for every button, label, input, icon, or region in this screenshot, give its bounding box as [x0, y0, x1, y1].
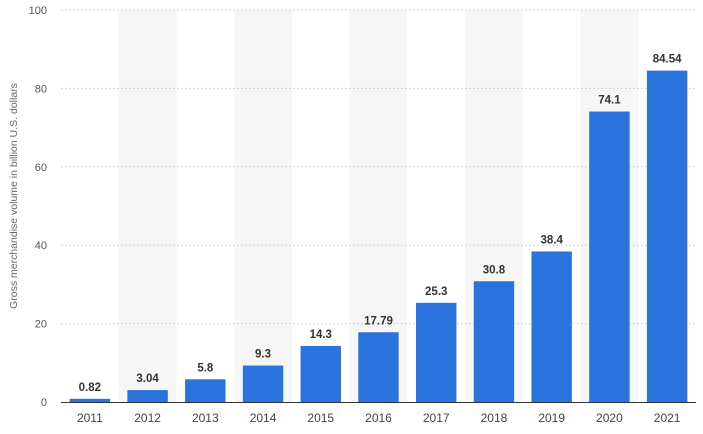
x-tick-label: 2011	[77, 411, 103, 425]
data-label: 25.3	[425, 286, 447, 298]
bar	[358, 332, 399, 402]
y-axis-ticks: 0 20 40 60 80 100	[29, 5, 47, 409]
x-tick-label: 2013	[192, 411, 219, 425]
bar	[416, 302, 457, 402]
y-tick-label: 40	[35, 240, 47, 252]
y-tick-label: 60	[35, 162, 47, 174]
y-tick-label: 0	[41, 397, 47, 409]
data-label: 17.79	[364, 315, 393, 327]
x-axis-ticks: 2011 2012 2013 2014 2015 2016 2017 2018 2019 2020…	[77, 411, 681, 425]
x-tick-label: 2016	[365, 411, 392, 425]
data-label: 5.8	[197, 362, 214, 374]
x-tick-label: 2019	[538, 411, 565, 425]
bar	[473, 281, 515, 402]
data-label: 38.4	[540, 234, 563, 246]
x-tick-label: 2021	[654, 411, 681, 425]
column-band	[118, 10, 177, 402]
x-tick-label: 2014	[250, 411, 277, 425]
bar	[69, 398, 111, 402]
x-tick-label: 2015	[307, 411, 334, 425]
bar	[300, 345, 341, 402]
bar	[127, 390, 168, 402]
data-label: 84.54	[653, 54, 682, 66]
data-label: 14.3	[310, 329, 332, 341]
bar	[242, 365, 284, 402]
x-tick-label: 2017	[423, 411, 450, 425]
data-label: 3.04	[136, 373, 159, 385]
data-label: 30.8	[483, 264, 506, 276]
y-tick-label: 20	[35, 319, 47, 331]
bar	[531, 251, 572, 402]
bar	[646, 70, 688, 402]
data-label: 74.1	[598, 95, 621, 107]
y-axis-title: Gross merchandise volume in billion U.S.…	[8, 83, 20, 309]
bars	[69, 70, 688, 402]
x-tick-label: 2020	[596, 411, 623, 425]
y-tick-label: 100	[29, 5, 47, 17]
x-tick-label: 2018	[481, 411, 508, 425]
y-tick-label: 80	[35, 83, 47, 95]
bar	[185, 379, 226, 402]
x-tick-label: 2012	[134, 411, 161, 425]
column-band	[234, 10, 292, 402]
bar	[589, 111, 630, 402]
data-label: 9.3	[255, 349, 271, 361]
data-label: 0.82	[79, 382, 101, 394]
value-labels: 0.82 3.04 5.8 9.3 14.3 17.79 25.3 30.8 38.4 74.1 8…	[79, 54, 682, 394]
